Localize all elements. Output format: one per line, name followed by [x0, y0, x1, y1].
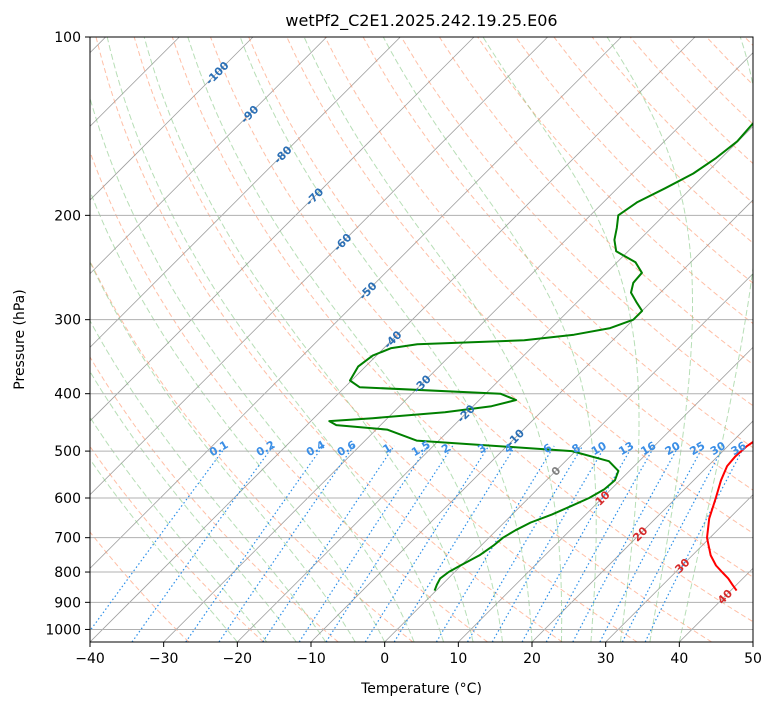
moist-adiabat	[303, 37, 563, 642]
mixing-ratio-line	[325, 445, 454, 642]
y-tick-label: 100	[54, 30, 81, 46]
mixing-ratio-line	[262, 445, 395, 642]
dry-adiabat	[515, 37, 753, 284]
isotherm-line	[458, 346, 753, 642]
mixing-ratio-lines	[90, 445, 746, 642]
moist-adiabat	[482, 37, 640, 642]
x-tick-label: 30	[597, 651, 615, 667]
y-tick-label: 400	[54, 387, 81, 403]
dry-adiabat	[90, 531, 190, 642]
dry-adiabat	[90, 445, 264, 642]
y-tick-label: 300	[54, 313, 81, 329]
x-tick-label: −10	[296, 651, 326, 667]
x-tick-label: −20	[223, 651, 253, 667]
mixing-ratio-line	[545, 445, 656, 642]
y-tick-label: 700	[54, 531, 81, 547]
y-tick-label: 900	[54, 595, 81, 611]
mixing-ratio-line	[644, 445, 746, 642]
x-tick-label: 50	[744, 651, 762, 667]
mixing-ratio-line	[621, 445, 725, 642]
isotherm-line	[90, 37, 475, 422]
x-tick-label: 20	[523, 651, 541, 667]
moist-adiabat	[382, 37, 597, 642]
isotherm-line	[163, 52, 753, 642]
axes: −40 −30 −20 −10 0 10 20 30 40 50 100 200 300 400 500 60…	[45, 30, 762, 667]
moist-adiabat	[187, 37, 503, 642]
x-tick-label: 40	[670, 651, 688, 667]
moist-adiabat	[678, 37, 753, 642]
mixing-ratio-line	[298, 445, 429, 642]
dry-adiabat	[210, 37, 753, 623]
mixing-ratio-line	[521, 445, 634, 642]
isotherm-line	[90, 37, 548, 496]
isotherm-line	[90, 37, 254, 201]
isotherm-line	[90, 37, 327, 275]
y-axis-title: Pressure (hPa)	[12, 289, 28, 389]
dry-adiabat	[133, 37, 638, 642]
mixing-ratio-line	[393, 445, 516, 642]
moist-adiabat	[90, 189, 386, 642]
moist-adiabat	[143, 37, 474, 642]
dry-adiabat	[324, 37, 753, 491]
moist-adiabat	[106, 37, 445, 642]
mixing-ratio-line	[185, 445, 324, 642]
dry-adiabat	[90, 150, 488, 642]
moist-adiabat	[90, 96, 415, 642]
profile-series	[328, 121, 753, 592]
dry-adiabat	[90, 259, 414, 642]
plot-frame	[89, 36, 754, 643]
isotherm-line	[90, 37, 622, 569]
y-tick-label: 500	[54, 444, 81, 460]
isotherm-line	[384, 273, 753, 642]
mixing-ratio-line	[466, 445, 584, 642]
moist-adiabat	[606, 37, 693, 642]
moist-adiabat	[90, 416, 268, 642]
y-tick-label: 600	[54, 491, 81, 507]
moist-adiabat	[90, 260, 356, 642]
x-tick-label: −40	[75, 651, 105, 667]
background-lines	[90, 37, 753, 642]
chart-title: wetPf2_C2E1.2025.242.19.25.E06	[285, 11, 557, 31]
isotherm-line	[90, 37, 401, 348]
mixing-ratio-line	[218, 445, 355, 642]
pressure-gridlines	[90, 37, 753, 630]
dry-adiabat	[438, 37, 753, 366]
x-tick-label: 0	[380, 651, 389, 667]
dry-adiabat	[248, 37, 753, 578]
x-tick-label: 10	[449, 651, 467, 667]
y-tick-label: 200	[54, 208, 81, 224]
dewpoint-profile-line	[328, 121, 753, 591]
isotherm-line	[605, 494, 753, 642]
moist-adiabat	[90, 458, 238, 642]
dry-adiabat	[95, 37, 563, 642]
x-axis-title: Temperature (°C)	[360, 681, 482, 697]
moist-adiabat	[90, 370, 297, 642]
x-tick-label: −30	[149, 651, 179, 667]
temperature-profile-line	[706, 440, 753, 592]
mixing-ratio-line	[131, 445, 274, 642]
isotherm-line	[531, 420, 753, 642]
y-tick-label: 800	[54, 565, 81, 581]
y-tick-label: 1000	[45, 622, 81, 638]
mixing-ratio-line	[435, 445, 555, 642]
dry-adiabat	[171, 37, 712, 642]
isotherm-line	[752, 641, 753, 642]
mixing-ratio-line	[364, 445, 490, 642]
moist-adiabat	[239, 37, 533, 642]
isotherm-line	[90, 37, 696, 642]
dry-adiabat	[90, 356, 339, 642]
plot-background	[90, 37, 753, 642]
dry-adiabat	[400, 37, 753, 407]
